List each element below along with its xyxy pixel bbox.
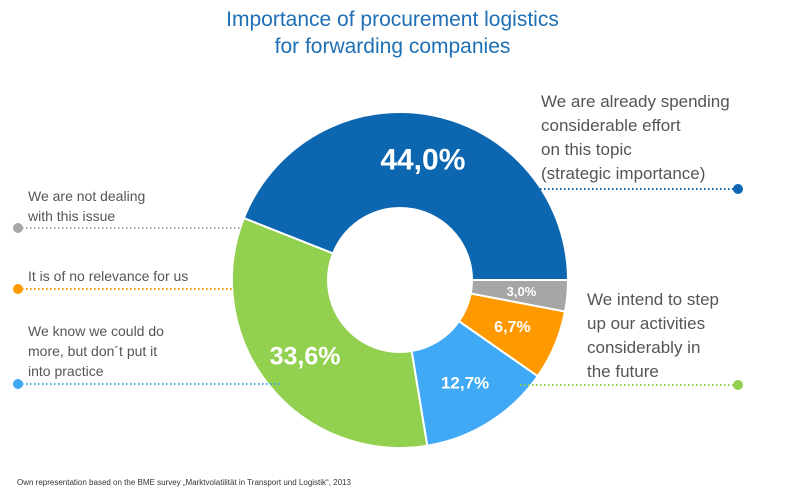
data-label-know-more: 12,7% [441, 374, 489, 393]
data-label-strategic: 44,0% [380, 144, 465, 177]
legend-label-step-up: We intend to step up our activities cons… [587, 290, 719, 381]
legend-label-know-more: We know we could do more, but don´t put … [28, 323, 164, 379]
leader-dot-strategic [733, 184, 743, 194]
chart-title: Importance of procurement logistics for … [0, 6, 785, 60]
legend-label-strategic: We are already spending considerable eff… [541, 92, 730, 183]
legend-label-no-relevance: It is of no relevance for us [28, 268, 189, 284]
pie-slice-no-relevance [457, 292, 567, 378]
source-note: Own representation based on the BME surv… [17, 478, 351, 487]
leader-dot-no-relevance [13, 284, 23, 294]
data-label-no-relevance: 6,7% [494, 319, 530, 336]
chart-title-line-1: Importance of procurement logistics [226, 8, 559, 31]
pie-slice-not-dealing [469, 279, 570, 313]
leader-dot-not-dealing [13, 223, 23, 233]
leader-dot-know-more [13, 379, 23, 389]
pie-slice-strategic [242, 111, 570, 281]
legend-label-not-dealing: We are not dealing with this issue [28, 188, 146, 224]
data-label-step-up: 33,6% [270, 343, 341, 371]
leader-dot-step-up [733, 380, 743, 390]
pie-slice-know-more [410, 319, 540, 447]
chart-title-line-2: for forwarding companies [274, 35, 511, 58]
pie-slice-step-up [231, 216, 429, 449]
data-label-not-dealing: 3,0% [507, 284, 537, 299]
